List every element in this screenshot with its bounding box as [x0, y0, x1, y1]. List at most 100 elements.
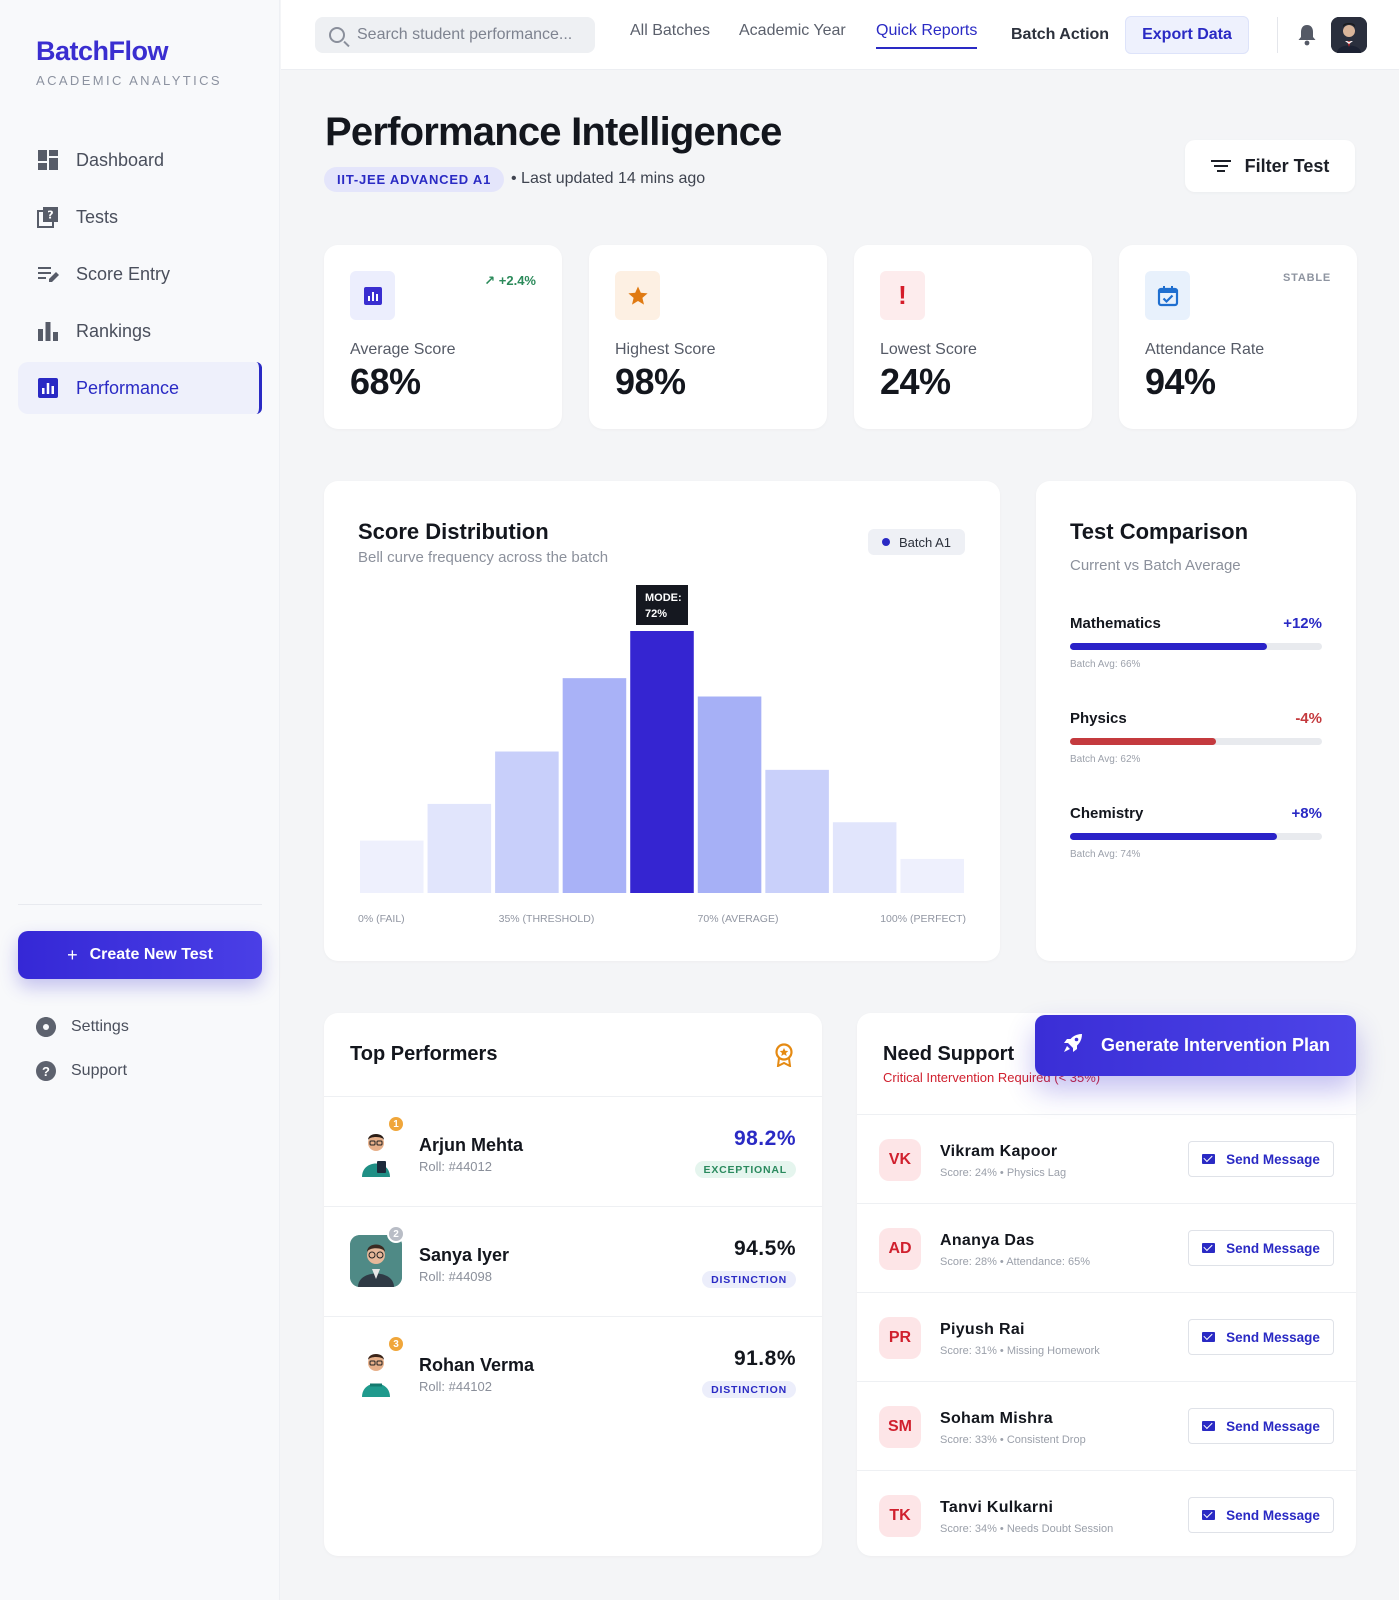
avatar: [350, 1345, 402, 1397]
topnav-all-batches[interactable]: All Batches: [630, 22, 711, 39]
stat-label: Attendance Rate: [1145, 341, 1265, 358]
card-subtitle: Bell curve frequency across the batch: [358, 549, 609, 566]
stat-card-lowest-score: ! Lowest Score 24%: [854, 245, 1092, 429]
avatar: [350, 1125, 402, 1177]
legend-dot: [882, 538, 890, 546]
filter-test-button[interactable]: Filter Test: [1185, 140, 1355, 192]
create-new-test-button[interactable]: + Create New Test: [18, 931, 262, 979]
distribution-bar[interactable]: [630, 631, 694, 893]
send-message-button[interactable]: Send Message: [1188, 1408, 1334, 1444]
performer-name: Sanya Iyer: [419, 1245, 510, 1265]
card-title: Need Support: [883, 1043, 1015, 1065]
analytics-icon: [36, 376, 60, 400]
search-icon: [329, 27, 345, 43]
filter-test-label: Filter Test: [1244, 155, 1330, 176]
distribution-bar[interactable]: [360, 840, 424, 893]
sidebar-item-label: Dashboard: [76, 149, 165, 170]
sidebar-item-tests[interactable]: ? Tests: [18, 191, 262, 243]
progress-fill: [1070, 833, 1277, 840]
distribution-bar[interactable]: [495, 751, 559, 893]
performer-row[interactable]: 1 Arjun Mehta Roll: #44012 98.2% EXCEPTI…: [324, 1097, 822, 1207]
performer-roll: Roll: #44098: [419, 1269, 492, 1284]
student-initials: PR: [879, 1317, 921, 1359]
plus-icon: +: [67, 944, 78, 965]
topnav-academic-year[interactable]: Academic Year: [739, 22, 846, 39]
comparison-row-chemistry: Chemistry +8% Batch Avg: 74%: [1070, 805, 1322, 860]
batch-action-button[interactable]: Batch Action: [1011, 26, 1110, 43]
student-meta: Score: 28% • Attendance: 65%: [940, 1256, 1091, 1268]
trending-up-icon: ↗: [484, 273, 499, 288]
topnav-quick-reports[interactable]: Quick Reports: [876, 22, 978, 49]
send-message-button[interactable]: Send Message: [1188, 1319, 1334, 1355]
stat-card-attendance-rate: STABLE Attendance Rate 94%: [1119, 245, 1357, 429]
sidebar-nav: Dashboard ? Tests Score Entry Rankings P…: [18, 134, 262, 419]
topbar: All Batches Academic Year Quick Reports …: [281, 0, 1399, 70]
batch-tag: IIT-JEE ADVANCED A1: [324, 167, 505, 192]
search-input[interactable]: [357, 26, 577, 44]
sidebar-item-label: Score Entry: [76, 263, 171, 284]
send-message-label: Send Message: [1226, 1329, 1320, 1345]
sidebar: BatchFlow ACADEMIC ANALYTICS Dashboard ?…: [0, 0, 280, 1600]
send-message-button[interactable]: Send Message: [1188, 1497, 1334, 1533]
progress-fill: [1070, 738, 1217, 745]
tooltip-text: MODE:: [645, 592, 682, 604]
student-meta: Score: 24% • Physics Lag: [940, 1167, 1067, 1179]
x-tick-label: 70% (AVERAGE): [698, 913, 779, 925]
student-initials: AD: [879, 1228, 921, 1270]
x-tick-label: 0% (FAIL): [358, 913, 405, 925]
student-row: SM Soham Mishra Score: 33% • Consistent …: [857, 1382, 1356, 1471]
analytics-icon: [350, 271, 395, 320]
distribution-bar[interactable]: [765, 769, 829, 893]
settings-link[interactable]: Settings: [36, 1005, 129, 1049]
stat-value: 24%: [880, 361, 951, 402]
sidebar-item-dashboard[interactable]: Dashboard: [18, 134, 262, 186]
generate-intervention-plan-button[interactable]: Generate Intervention Plan: [1035, 1015, 1356, 1076]
rank-badge: 3: [387, 1335, 405, 1353]
sidebar-item-performance[interactable]: Performance: [18, 362, 262, 414]
help-icon: ?: [36, 1061, 56, 1081]
distribution-bar[interactable]: [427, 803, 492, 893]
send-message-button[interactable]: Send Message: [1188, 1230, 1334, 1266]
export-data-button[interactable]: Export Data: [1125, 16, 1249, 54]
send-message-button[interactable]: Send Message: [1188, 1141, 1334, 1177]
subject-delta: +12%: [1283, 615, 1322, 632]
distribution-bar[interactable]: [832, 822, 897, 893]
generate-intervention-plan-label: Generate Intervention Plan: [1100, 1035, 1331, 1055]
sidebar-item-label: Tests: [76, 206, 119, 227]
support-label: Support: [71, 1062, 128, 1079]
stat-card-highest-score: Highest Score 98%: [589, 245, 827, 429]
performer-row[interactable]: 3 Rohan Verma Roll: #44102 91.8% DISTINC…: [324, 1317, 822, 1427]
x-tick-label: 35% (THRESHOLD): [499, 913, 595, 925]
sidebar-item-score-entry[interactable]: Score Entry: [18, 248, 262, 300]
svg-text:?: ?: [47, 209, 53, 222]
mail-icon: [1202, 1154, 1216, 1164]
search-box[interactable]: [315, 17, 595, 53]
quiz-icon: ?: [36, 205, 60, 229]
brand: BatchFlow ACADEMIC ANALYTICS: [36, 36, 222, 88]
settings-label: Settings: [71, 1018, 129, 1035]
distribution-chart: MODE: 72% 0% (FAIL) 35% (THRESHOLD) 70% (AVE…: [358, 585, 966, 925]
brand-name[interactable]: BatchFlow: [36, 36, 169, 66]
sidebar-item-rankings[interactable]: Rankings: [18, 305, 262, 357]
test-comparison-card: Test Comparison Current vs Batch Average…: [1036, 481, 1356, 961]
user-avatar[interactable]: [1331, 17, 1367, 53]
batch-average: Batch Avg: 62%: [1070, 754, 1141, 765]
last-updated-text: • Last updated 14 mins ago: [511, 170, 706, 187]
comparison-row-mathematics: Mathematics +12% Batch Avg: 66%: [1070, 615, 1322, 670]
distribution-bar[interactable]: [900, 858, 964, 893]
top-performers-card: Top Performers 1 Arjun Mehta Roll: #4401…: [324, 1013, 822, 1556]
distribution-bar[interactable]: [697, 696, 762, 894]
card-subtitle: Current vs Batch Average: [1070, 557, 1241, 574]
card-header: Top Performers: [324, 1013, 822, 1097]
student-initials: VK: [879, 1139, 921, 1181]
performer-row[interactable]: 2 Sanya Iyer Roll: #44098 94.5% DISTINCT…: [324, 1207, 822, 1317]
calendar-check-icon: [1145, 271, 1190, 320]
performance-badge: EXCEPTIONAL: [694, 1161, 796, 1178]
stat-value: 98%: [615, 361, 686, 402]
distribution-bar[interactable]: [562, 678, 627, 893]
stat-label: Average Score: [350, 341, 456, 358]
trend-indicator: ↗ +2.4%: [484, 273, 536, 289]
bell-icon[interactable]: [1297, 24, 1317, 46]
comparison-row-physics: Physics -4% Batch Avg: 62%: [1070, 710, 1322, 765]
support-link[interactable]: ? Support: [36, 1049, 129, 1093]
